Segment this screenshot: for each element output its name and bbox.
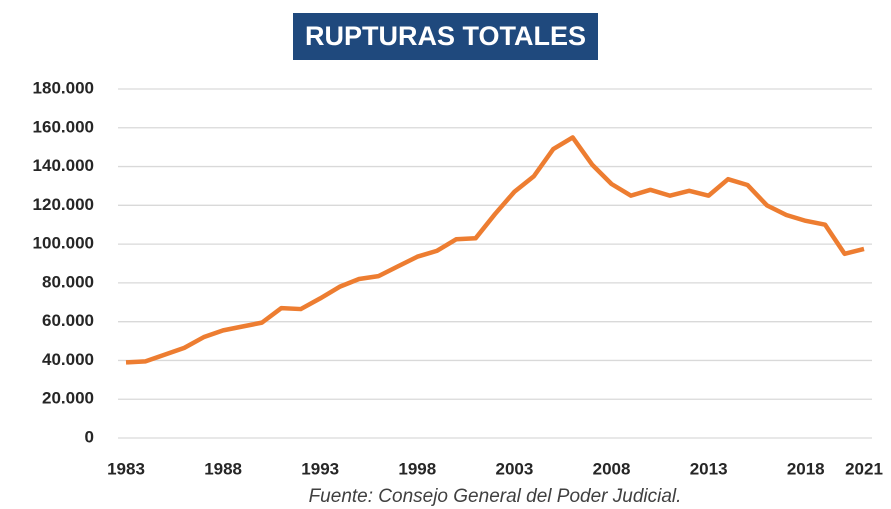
x-tick-label: 1983 — [107, 459, 145, 478]
x-tick-label: 1988 — [204, 459, 242, 478]
y-tick-label: 180.000 — [33, 78, 94, 97]
x-tick-label: 2018 — [787, 459, 825, 478]
y-tick-label: 100.000 — [33, 234, 94, 253]
x-tick-label: 1998 — [398, 459, 436, 478]
y-tick-label: 20.000 — [42, 389, 94, 408]
data-line — [125, 135, 865, 365]
x-tick-label: 2021 — [845, 459, 883, 478]
chart-title: RUPTURAS TOTALES — [305, 21, 586, 51]
title-box — [293, 13, 598, 60]
y-tick-label: 40.000 — [42, 350, 94, 369]
x-tick-label: 2003 — [496, 459, 534, 478]
x-tick-label: 1993 — [301, 459, 339, 478]
y-tick-label: 140.000 — [33, 156, 94, 175]
x-tick-label: 2013 — [690, 459, 728, 478]
y-tick-label: 0 — [85, 427, 94, 446]
x-tick-label: 2008 — [593, 459, 631, 478]
y-tick-label: 120.000 — [33, 195, 94, 214]
y-tick-label: 160.000 — [33, 117, 94, 136]
y-tick-label: 80.000 — [42, 272, 94, 291]
y-tick-label: 60.000 — [42, 311, 94, 330]
source-note: Fuente: Consejo General del Poder Judici… — [309, 486, 682, 507]
